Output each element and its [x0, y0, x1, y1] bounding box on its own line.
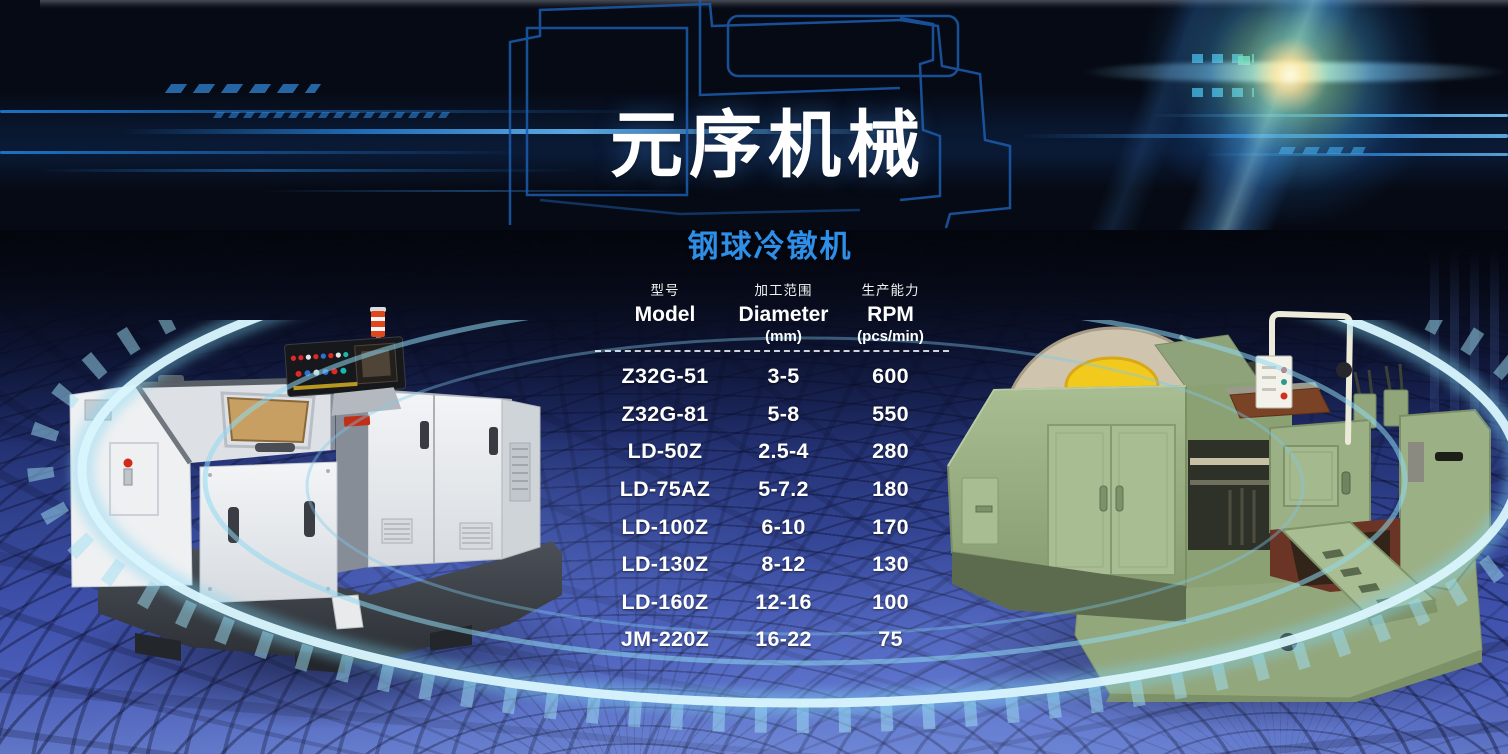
- section-title: 钢球冷镦机: [687, 229, 853, 264]
- diameter-cell: 8-12: [761, 552, 806, 577]
- diameter-cell: 6-10: [761, 514, 806, 539]
- rpm-cell: 600: [872, 364, 909, 389]
- table-row: LD-100Z 6-10 170: [595, 508, 949, 546]
- header-divider: [595, 350, 949, 352]
- rpm-cell: 100: [872, 589, 909, 614]
- table-row: Z32G-81 5-8 550: [595, 396, 949, 434]
- model-cell: LD-130Z: [621, 552, 709, 577]
- spec-table-header: 型号 Model 加工范围 Diameter (mm) 生产能力 RPM (pc…: [595, 281, 949, 347]
- machine-wireframe-outline: [508, 0, 1012, 229]
- column-header-en: Diameter: [738, 303, 829, 326]
- model-cell: LD-100Z: [621, 514, 709, 539]
- light-streak: [0, 110, 660, 113]
- column-header-zh: 生产能力: [861, 283, 920, 298]
- diameter-cell: 5-7.2: [758, 477, 809, 502]
- table-row: LD-50Z 2.5-4 280: [595, 433, 949, 471]
- rpm-cell: 180: [872, 477, 909, 502]
- table-row: LD-160Z 12-16 100: [595, 584, 949, 622]
- model-cell: JM-220Z: [620, 627, 710, 652]
- light-streak: [40, 169, 580, 172]
- column-header-diameter: 加工范围 Diameter (mm): [735, 281, 832, 347]
- column-header-rpm: 生产能力 RPM (pcs/min): [832, 281, 949, 347]
- column-header-zh: 型号: [650, 283, 680, 298]
- rpm-cell: 170: [872, 514, 909, 539]
- spec-table: 型号 Model 加工范围 Diameter (mm) 生产能力 RPM (pc…: [595, 281, 949, 659]
- diameter-cell: 12-16: [755, 589, 812, 614]
- rpm-cell: 550: [872, 401, 909, 426]
- light-streak: [120, 129, 950, 134]
- table-row: LD-130Z 8-12 130: [595, 546, 949, 584]
- column-header-unit: (pcs/min): [857, 328, 924, 345]
- model-cell: LD-50Z: [627, 439, 703, 464]
- light-streak: [260, 190, 690, 192]
- diameter-cell: 2.5-4: [758, 439, 809, 464]
- spec-table-body: Z32G-51 3-5 600 Z32G-81 5-8 550 LD-50Z 2…: [595, 358, 949, 659]
- column-header-en: Model: [634, 303, 696, 326]
- model-cell: Z32G-51: [621, 364, 709, 389]
- rpm-cell: 75: [878, 627, 903, 652]
- diameter-cell: 5-8: [767, 401, 800, 426]
- column-header-unit: (mm): [765, 328, 802, 345]
- diameter-cell: 16-22: [755, 627, 812, 652]
- column-header-unit: [595, 329, 735, 347]
- column-header-en: RPM: [867, 303, 914, 326]
- model-cell: Z32G-81: [621, 401, 709, 426]
- top-light-smear: [40, 0, 1508, 9]
- table-row: LD-75AZ 5-7.2 180: [595, 471, 949, 509]
- table-row: JM-220Z 16-22 75: [595, 621, 949, 659]
- table-row: Z32G-51 3-5 600: [595, 358, 949, 396]
- rpm-cell: 280: [872, 439, 909, 464]
- light-streak: [0, 151, 520, 154]
- column-header-zh: 加工范围: [754, 283, 813, 298]
- column-header-model: 型号 Model: [595, 281, 735, 347]
- rpm-cell: 130: [872, 552, 909, 577]
- diameter-cell: 3-5: [767, 364, 800, 389]
- model-cell: LD-75AZ: [619, 477, 711, 502]
- model-cell: LD-160Z: [621, 589, 709, 614]
- page-title: 元序机械: [610, 105, 926, 186]
- lens-flare: [1140, 0, 1440, 225]
